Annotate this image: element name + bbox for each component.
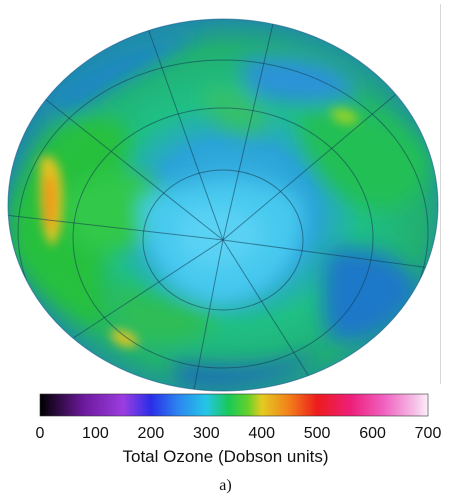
figure-label: a)	[219, 477, 232, 494]
colorbar-tick-700: 700	[414, 425, 442, 442]
globe	[7, 18, 439, 392]
ozone-field	[8, 19, 438, 391]
colorbar-tick-500: 500	[303, 425, 331, 442]
colorbar	[39, 393, 429, 417]
frame-edge	[440, 4, 441, 384]
colorbar-tick-0: 0	[35, 425, 45, 442]
colorbar-tick-400: 400	[248, 425, 276, 442]
graticule	[8, 19, 438, 391]
colorbar-tick-300: 300	[192, 425, 220, 442]
colorbar-tick-200: 200	[137, 425, 165, 442]
colorbar-tick-600: 600	[359, 425, 386, 442]
colorbar-tick-100: 100	[82, 425, 109, 442]
colorbar-title: Total Ozone (Dobson units)	[122, 447, 329, 466]
